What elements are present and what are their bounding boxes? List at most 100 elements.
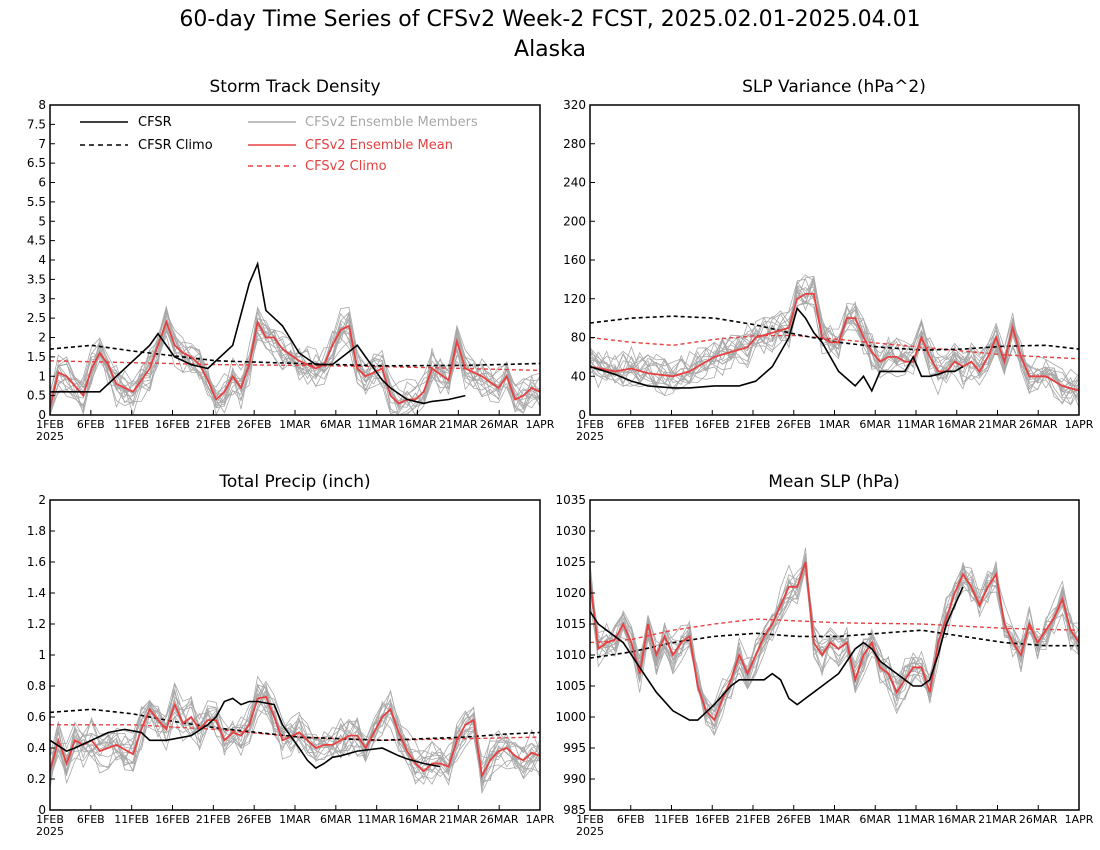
cfsv2-ensemble-mean-line — [589, 561, 1080, 722]
y-tick-label: 0.2 — [27, 772, 46, 786]
y-tick-label: 280 — [563, 137, 586, 151]
y-tick-label: 1035 — [555, 493, 586, 507]
x-tick-label: 21FEB — [196, 418, 231, 431]
x-tick-label: 26MAR — [480, 813, 519, 826]
x-tick-label: 16FEB — [155, 813, 190, 826]
cfsr-line — [49, 697, 441, 770]
x-tick-label: 1MAR — [819, 813, 851, 826]
x-tick-label: 1MAR — [279, 813, 311, 826]
ensemble-member-line — [589, 303, 1080, 406]
y-tick-label: 2.5 — [27, 311, 46, 325]
ensemble-member-line — [589, 557, 1080, 720]
ensemble-member-line — [49, 321, 541, 416]
ensemble-member-line — [589, 277, 1080, 387]
ensemble-member-line — [589, 296, 1080, 394]
y-tick-label: 4.5 — [27, 234, 46, 248]
x-tick-label: 21MAR — [978, 418, 1017, 431]
cfsr-line — [50, 261, 466, 405]
y-tick-label: 2 — [38, 493, 46, 507]
storm-track-density-panel: Storm Track Density 0 0.5 1 1.5 2 2.5 3 3.5 4 4.5… — [27, 77, 555, 443]
y-tick-label: 0.6 — [27, 710, 46, 724]
x-tick-label: 1FEB — [36, 418, 64, 431]
x-tick-label: 6FEB — [77, 813, 105, 826]
cfsv2-climo-line — [50, 724, 541, 742]
y-tick-label: 995 — [563, 741, 586, 755]
y-tick-label: 2 — [38, 331, 46, 345]
y-tick-label: 1015 — [555, 617, 586, 631]
x-tick-label: 16MAR — [398, 418, 437, 431]
ensemble-member-line — [49, 683, 541, 780]
x-tick-label: 1FEB — [576, 418, 604, 431]
x-tick-label: 6FEB — [617, 418, 645, 431]
x-tick-label: 26MAR — [1019, 813, 1058, 826]
ensemble-member-line — [589, 555, 1080, 711]
y-tick-label: 1030 — [555, 524, 586, 538]
y-tick-label: 80 — [571, 331, 586, 345]
y-tick-label: 985 — [563, 803, 586, 817]
legend-label-cfsv2-climo: CFSv2 Climo — [305, 159, 387, 174]
x-tick-label: 11FEB — [114, 813, 149, 826]
y-tick-label: 1010 — [555, 648, 586, 662]
x-tick-label: 26FEB — [237, 418, 272, 431]
figure-subtitle: Alaska — [514, 37, 586, 62]
y-tick-label: 0.5 — [27, 389, 46, 403]
x-tick-label: 6MAR — [320, 418, 352, 431]
ensemble-member-line — [589, 564, 1080, 728]
legend: CFSR CFSR Climo CFSv2 Ensemble Members C… — [80, 115, 478, 174]
ensemble-member-line — [589, 282, 1080, 398]
x-tick-label: 11FEB — [654, 418, 689, 431]
x-tick-label: 21FEB — [736, 813, 771, 826]
y-tick-label: 40 — [571, 369, 586, 383]
cfsr-line — [589, 586, 964, 721]
y-tick-label: 0.8 — [27, 679, 46, 693]
panel-title: Storm Track Density — [209, 77, 380, 97]
x-tick-label: 6FEB — [617, 813, 645, 826]
x-tick-label: 16MAR — [937, 813, 976, 826]
legend-label-cfsr-climo: CFSR Climo — [138, 138, 213, 153]
slp-variance-panel: SLP Variance (hPa^2) 0 40 80 120 160 200 240 28… — [563, 77, 1094, 443]
x-tick-label: 21MAR — [439, 418, 478, 431]
y-tick-label: 3 — [38, 292, 46, 306]
x-tick-label: 6MAR — [859, 813, 891, 826]
legend-label-ens-mean: CFSv2 Ensemble Mean — [305, 138, 453, 153]
x-year-label: 2025 — [36, 430, 64, 443]
ensemble-member-line — [49, 684, 541, 771]
x-tick-label: 21FEB — [196, 813, 231, 826]
ensemble-member-line — [49, 327, 541, 416]
x-year-label: 2025 — [576, 430, 604, 443]
y-tick-label: 1000 — [555, 710, 586, 724]
y-tick-label: 1.5 — [27, 350, 46, 364]
ensemble-member-line — [589, 284, 1080, 399]
x-tick-label: 1FEB — [576, 813, 604, 826]
x-year-label: 2025 — [576, 825, 604, 838]
x-tick-label: 16FEB — [155, 418, 190, 431]
x-tick-label: 6MAR — [320, 813, 352, 826]
y-tick-label: 240 — [563, 176, 586, 190]
y-tick-label: 1.8 — [27, 524, 46, 538]
panel-title: SLP Variance (hPa^2) — [742, 77, 926, 97]
y-tick-label: 7.5 — [27, 117, 46, 131]
x-tick-label: 21FEB — [736, 418, 771, 431]
y-tick-label: 1.2 — [27, 617, 46, 631]
x-tick-label: 11FEB — [654, 813, 689, 826]
ensemble-member-line — [49, 682, 541, 779]
x-tick-label: 11MAR — [357, 418, 396, 431]
x-tick-label: 16FEB — [695, 418, 730, 431]
y-tick-label: 5.5 — [27, 195, 46, 209]
y-tick-label: 1 — [38, 648, 46, 662]
cfsv2-ensemble-mean-line — [49, 695, 541, 779]
x-tick-label: 11MAR — [897, 418, 936, 431]
x-tick-label: 26MAR — [480, 418, 519, 431]
y-tick-label: 1.6 — [27, 555, 46, 569]
panel-title: Total Precip (inch) — [218, 472, 370, 492]
cfsr-line — [589, 306, 964, 393]
cfsv2-climo-line — [589, 334, 1080, 360]
y-tick-label: 1 — [38, 369, 46, 383]
y-tick-label: 120 — [563, 292, 586, 306]
x-tick-label: 21MAR — [439, 813, 478, 826]
y-tick-label: 200 — [563, 214, 586, 228]
y-tick-label: 0 — [38, 408, 46, 422]
y-tick-label: 1005 — [555, 679, 586, 693]
x-tick-label: 1MAR — [279, 418, 311, 431]
